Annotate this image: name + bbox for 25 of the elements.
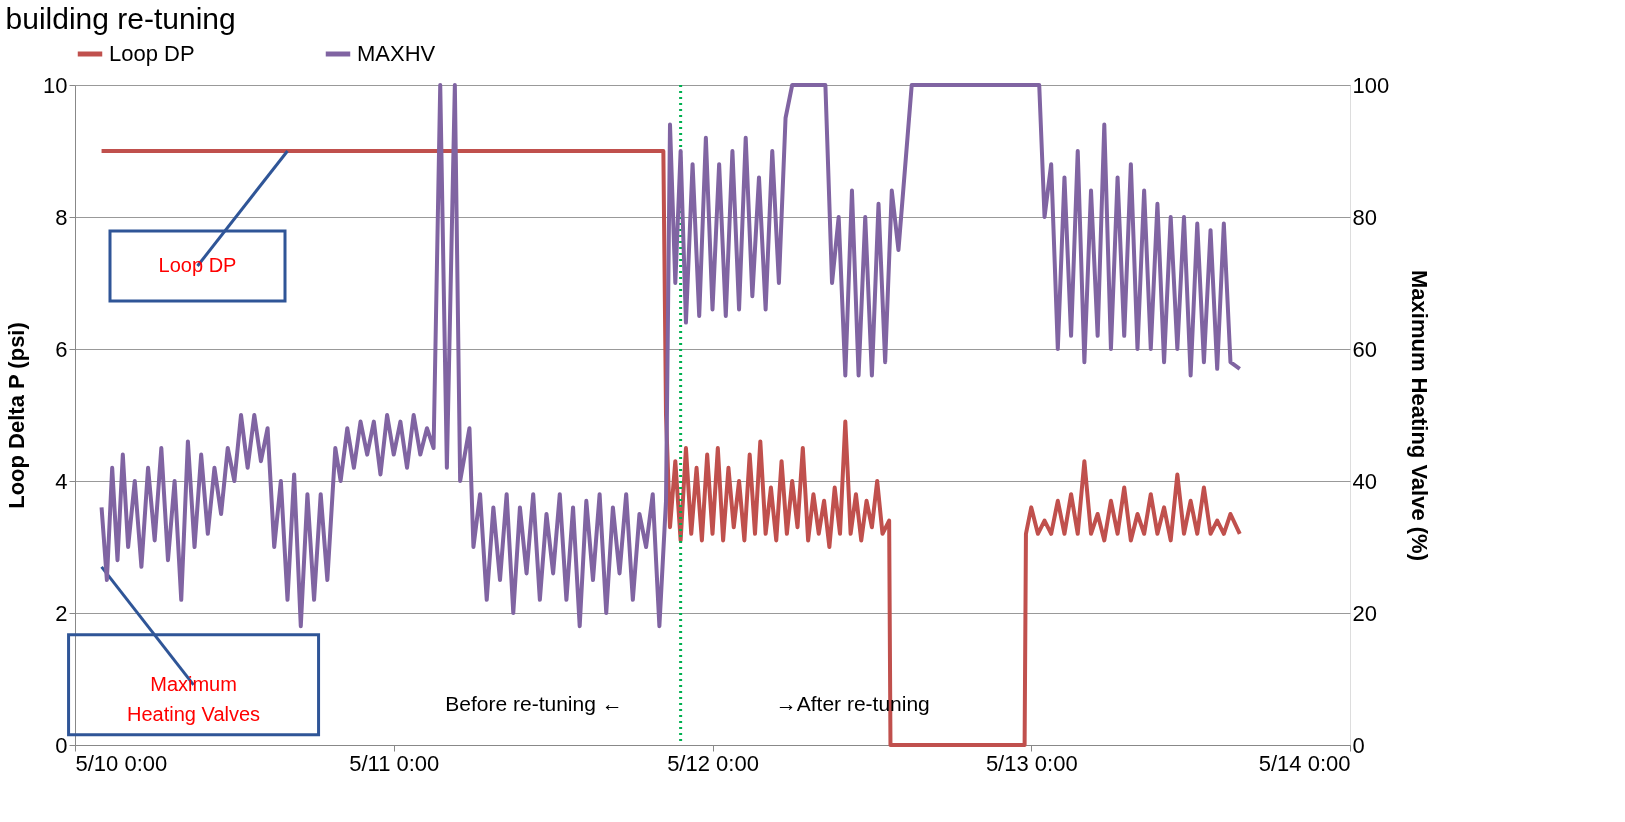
y2-tick-label: 100: [1352, 72, 1390, 98]
legend-label: MAXHV: [357, 41, 436, 66]
x-tick-label: 5/10 0:00: [75, 750, 168, 776]
y-axis-title: Loop Delta P (psi): [4, 322, 30, 509]
legend-label: Loop DP: [109, 41, 195, 66]
y-tick-label: 10: [43, 72, 68, 98]
y2-axis-title: Maximum Heating Valve (%): [1407, 270, 1433, 561]
y2-tick-label: 40: [1352, 468, 1377, 494]
y-tick-label: 6: [55, 336, 68, 362]
annotation: Maximum Heating Valves: [127, 672, 261, 725]
y2-tick-label: 80: [1352, 204, 1377, 230]
y2-tick-label: 20: [1352, 600, 1377, 626]
annotation: Before re-tuning ←: [445, 692, 623, 716]
chart-title: building re-tuning: [5, 2, 236, 35]
x-tick-label: 5/11 0:00: [349, 750, 440, 776]
x-tick-label: 5/14 0:00: [1258, 750, 1351, 776]
y-tick-label: 2: [55, 600, 68, 626]
y-tick-label: 0: [55, 732, 68, 758]
y-tick-label: 8: [55, 204, 68, 230]
x-tick-label: 5/13 0:00: [985, 750, 1078, 776]
y-tick-label: 4: [55, 468, 68, 494]
annotation: Loop DP: [158, 254, 237, 276]
y2-tick-label: 60: [1352, 336, 1377, 362]
x-tick-label: 5/12 0:00: [667, 750, 759, 776]
y2-tick-label: 0: [1352, 732, 1365, 758]
